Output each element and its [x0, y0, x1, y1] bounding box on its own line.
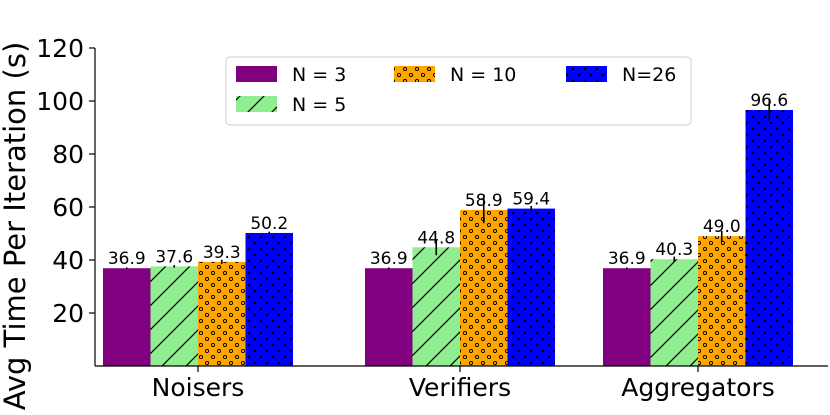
- value-label: 96.6: [750, 91, 788, 111]
- legend-item: N=26: [566, 64, 676, 86]
- value-label: 40.3: [655, 240, 693, 260]
- legend-swatch: [394, 66, 435, 82]
- value-label: 36.9: [608, 249, 646, 269]
- y-tick-label: 100: [36, 87, 84, 116]
- bar: [412, 247, 460, 366]
- legend-item: N = 3: [236, 64, 346, 86]
- bar: [198, 261, 246, 366]
- y-tick-label: 20: [52, 299, 84, 328]
- legend: N = 3 N = 5 N = 10 N=26: [225, 56, 692, 126]
- bar: [507, 208, 555, 366]
- legend-label: N = 5: [292, 94, 346, 116]
- value-label: 36.9: [370, 249, 408, 269]
- bar: [103, 268, 151, 366]
- x-tick-label: Aggregators: [621, 373, 775, 402]
- value-label: 59.4: [512, 190, 550, 210]
- value-label: 50.2: [250, 214, 288, 234]
- y-axis-ticks: 20 40 60 80 100 120: [36, 34, 95, 328]
- value-label: 44.8: [417, 228, 455, 248]
- bar: [365, 268, 413, 366]
- legend-swatch: [566, 66, 607, 82]
- bar: [603, 268, 651, 366]
- bar: [745, 110, 793, 366]
- legend-label: N = 3: [292, 64, 346, 86]
- value-labels: 36.9 36.9 36.9 37.6 44.8 40.3 39.3 58.9 49.0 50.2…: [108, 91, 788, 269]
- y-tick-label: 40: [52, 246, 84, 275]
- legend-swatch: [236, 96, 277, 112]
- bar: [650, 259, 698, 366]
- y-tick-label: 60: [52, 193, 84, 222]
- bar: [150, 266, 198, 366]
- legend-swatch: [236, 66, 277, 82]
- legend-label: N=26: [622, 64, 676, 86]
- value-label: 58.9: [465, 191, 503, 211]
- value-label: 39.3: [203, 243, 241, 263]
- y-tick-label: 120: [36, 34, 84, 63]
- legend-item: N = 5: [236, 94, 346, 116]
- legend-label: N = 10: [450, 64, 516, 86]
- legend-item: N = 10: [394, 64, 516, 86]
- value-label: 36.9: [108, 249, 146, 269]
- bar: [698, 236, 746, 366]
- y-tick-label: 80: [52, 140, 84, 169]
- x-tick-label: Noisers: [152, 373, 245, 402]
- x-tick-label: Verifiers: [409, 373, 511, 402]
- bar: [460, 209, 508, 366]
- value-label: 37.6: [155, 247, 193, 267]
- value-label: 49.0: [703, 217, 741, 237]
- y-axis-label: Avg Time Per Iteration (s): [0, 42, 32, 411]
- error-bars: [125, 99, 771, 270]
- x-axis-ticks: Noisers Verifiers Aggregators: [152, 366, 775, 402]
- bar: [245, 232, 293, 366]
- bar-series: [103, 110, 793, 366]
